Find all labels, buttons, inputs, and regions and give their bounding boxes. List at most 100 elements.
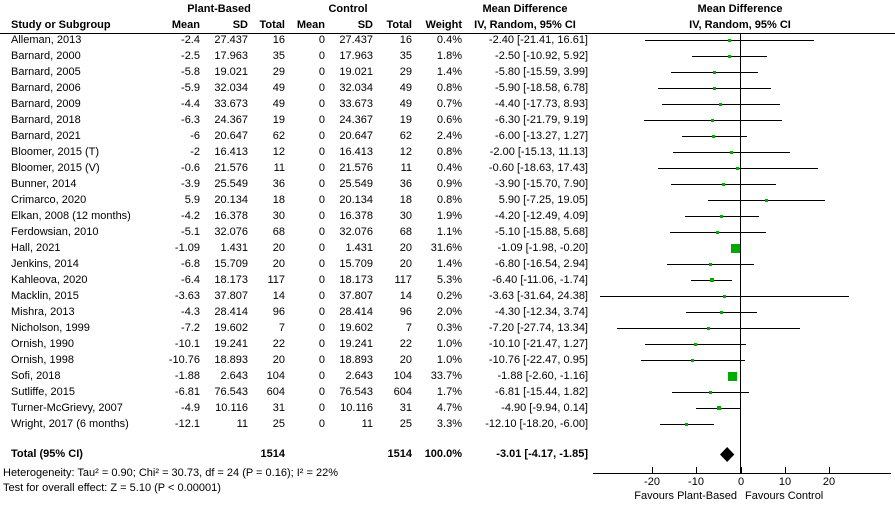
cell-c_total: 604 xyxy=(393,386,412,398)
header-rule xyxy=(0,33,895,34)
table-row: Wright, 2017 (6 months) -12.1 11 25 0 11 25 3.3… xyxy=(0,416,895,432)
cell-pb_mean: -0.6 xyxy=(181,162,200,174)
cell-pb_sd: 25.549 xyxy=(214,178,248,190)
cell-weight: 0.4% xyxy=(436,34,462,46)
cell-c_total: 14 xyxy=(399,290,412,302)
cell-c_mean: 0 xyxy=(318,130,325,142)
cell-pb_mean: 5.9 xyxy=(184,194,200,206)
cell-study-name: Barnard, 2000 xyxy=(11,50,81,62)
md-plot-subtitle: IV, Random, 95% CI xyxy=(689,19,791,31)
cell-pb_total: 104 xyxy=(266,370,285,382)
cell-ci_text: -5.80 [-15.59, 3.99] xyxy=(495,66,588,78)
cell-c_sd: 10.116 xyxy=(340,402,373,414)
cell-pb_total: 36 xyxy=(272,178,285,190)
cell-pb_total: 29 xyxy=(272,66,285,78)
cell-c_sd: 32.076 xyxy=(339,226,373,238)
cell-pb_sd: 11 xyxy=(236,418,248,430)
x-axis-tick xyxy=(696,467,697,474)
cell-ci_text: -6.40 [-11.06, -1.74] xyxy=(492,274,588,286)
cell-pb_total: 68 xyxy=(272,226,285,238)
cell-weight: 0.8% xyxy=(436,194,462,206)
c-sd-header: SD xyxy=(357,19,373,31)
cell-c_sd: 19.241 xyxy=(339,338,373,350)
cell-study-name: Bloomer, 2015 (T) xyxy=(11,146,100,158)
effect-square xyxy=(694,343,697,346)
cell-weight: 0.3% xyxy=(436,322,462,334)
cell-pb_sd: 76.543 xyxy=(214,386,248,398)
table-row: Sofi, 2018 -1.88 2.643 104 0 2.643 104 33.7% -1.… xyxy=(0,368,895,384)
cell-c_sd: 21.576 xyxy=(339,162,373,174)
cell-study-name: Elkan, 2008 (12 months) xyxy=(11,210,131,222)
table-row: Crimarco, 2020 5.9 20.134 18 0 20.134 18 0.8% 5.… xyxy=(0,192,895,208)
cell-pb_sd: 27.437 xyxy=(214,34,248,46)
table-row: Jenkins, 2014 -6.8 15.709 20 0 15.709 20 1.4% -6… xyxy=(0,256,895,272)
pb-mean-header: Mean xyxy=(171,19,200,31)
cell-pb_sd: 24.367 xyxy=(214,114,248,126)
x-axis-tick-label: 0 xyxy=(737,476,745,488)
pb-sd-header: SD xyxy=(232,19,248,31)
cell-ci_text: -2.50 [-10.92, 5.92] xyxy=(495,50,588,62)
cell-ci_text: -6.30 [-21.79, 9.19] xyxy=(495,114,588,126)
cell-c_mean: 0 xyxy=(318,162,325,174)
cell-weight: 0.8% xyxy=(436,146,462,158)
cell-ci_text: -5.90 [-18.58, 6.78] xyxy=(495,82,588,94)
cell-pb_mean: -10.1 xyxy=(174,338,200,350)
cell-c_sd: 16.378 xyxy=(339,210,373,222)
cell-study-name: Jenkins, 2014 xyxy=(11,258,79,270)
cell-ci_text: 5.90 [-7.25, 19.05] xyxy=(498,194,588,206)
cell-pb_mean: -6.4 xyxy=(181,274,200,286)
cell-c_total: 18 xyxy=(399,194,412,206)
table-row: Nicholson, 1999 -7.2 19.602 7 0 19.602 7 0.3% -7… xyxy=(0,320,895,336)
cell-c_sd: 20.134 xyxy=(339,194,373,206)
total-weight: 100.0% xyxy=(424,448,462,460)
cell-ci_text: -2.40 [-21.41, 16.61] xyxy=(488,34,588,46)
table-row: Barnard, 2005 -5.8 19.021 29 0 19.021 29 1.4% -5… xyxy=(0,64,895,80)
cell-ci_text: -10.10 [-21.47, 1.27] xyxy=(488,338,588,350)
cell-ci_text: -1.88 [-2.60, -1.16] xyxy=(497,370,589,382)
cell-study-name: Sofi, 2018 xyxy=(11,370,61,382)
cell-c_mean: 0 xyxy=(318,66,325,78)
cell-c_total: 11 xyxy=(400,162,412,174)
cell-c_sd: 27.437 xyxy=(339,34,373,46)
group2-header: Control xyxy=(328,3,368,15)
cell-study-name: Mishra, 2013 xyxy=(11,306,75,318)
pb-total-header: Total xyxy=(259,19,285,31)
cell-pb_sd: 32.076 xyxy=(214,226,248,238)
cell-weight: 0.8% xyxy=(436,82,462,94)
cell-study-name: Barnard, 2006 xyxy=(11,82,81,94)
cell-c_total: 19 xyxy=(399,114,412,126)
cell-ci_text: -10.76 [-22.47, 0.95] xyxy=(488,354,588,366)
table-row: Ornish, 1998 -10.76 18.893 20 0 18.893 20 1.0% -… xyxy=(0,352,895,368)
cell-pb_total: 49 xyxy=(272,98,285,110)
cell-c_sd: 11 xyxy=(361,418,373,430)
effect-square xyxy=(765,199,768,202)
cell-weight: 2.4% xyxy=(436,130,462,142)
cell-c_mean: 0 xyxy=(318,354,325,366)
cell-c_mean: 0 xyxy=(318,50,325,62)
x-axis-tick xyxy=(652,467,653,474)
effect-square xyxy=(712,135,715,138)
md-column-title: Mean Difference xyxy=(482,3,568,15)
cell-weight: 1.0% xyxy=(436,354,462,366)
cell-c_mean: 0 xyxy=(318,114,325,126)
cell-study-name: Ornish, 1998 xyxy=(11,354,74,366)
cell-ci_text: -4.40 [-17.73, 8.93] xyxy=(495,98,588,110)
table-row: Bunner, 2014 -3.9 25.549 36 0 25.549 36 0.9% -3.… xyxy=(0,176,895,192)
cell-pb_sd: 17.963 xyxy=(214,50,248,62)
cell-weight: 1.9% xyxy=(436,210,462,222)
effect-square xyxy=(736,167,739,170)
cell-pb_mean: -4.4 xyxy=(181,98,200,110)
cell-c_mean: 0 xyxy=(318,290,325,302)
table-row: Kahleova, 2020 -6.4 18.173 117 0 18.173 117 5.3… xyxy=(0,272,895,288)
cell-c_mean: 0 xyxy=(318,370,325,382)
cell-weight: 33.7% xyxy=(430,370,462,382)
cell-c_sd: 28.414 xyxy=(339,306,373,318)
cell-study-name: Ferdowsian, 2010 xyxy=(11,226,99,238)
x-axis-tick-label: 20 xyxy=(822,476,836,488)
cell-pb_mean: -2.5 xyxy=(181,50,200,62)
cell-c_total: 35 xyxy=(399,50,412,62)
cell-c_mean: 0 xyxy=(318,418,325,430)
cell-pb_mean: -7.2 xyxy=(181,322,200,334)
table-row: Bloomer, 2015 (T) -2 16.413 12 0 16.413 12 0.8%… xyxy=(0,144,895,160)
table-row: Hall, 2021 -1.09 1.431 20 0 1.431 20 31.6% -1.09… xyxy=(0,240,895,256)
